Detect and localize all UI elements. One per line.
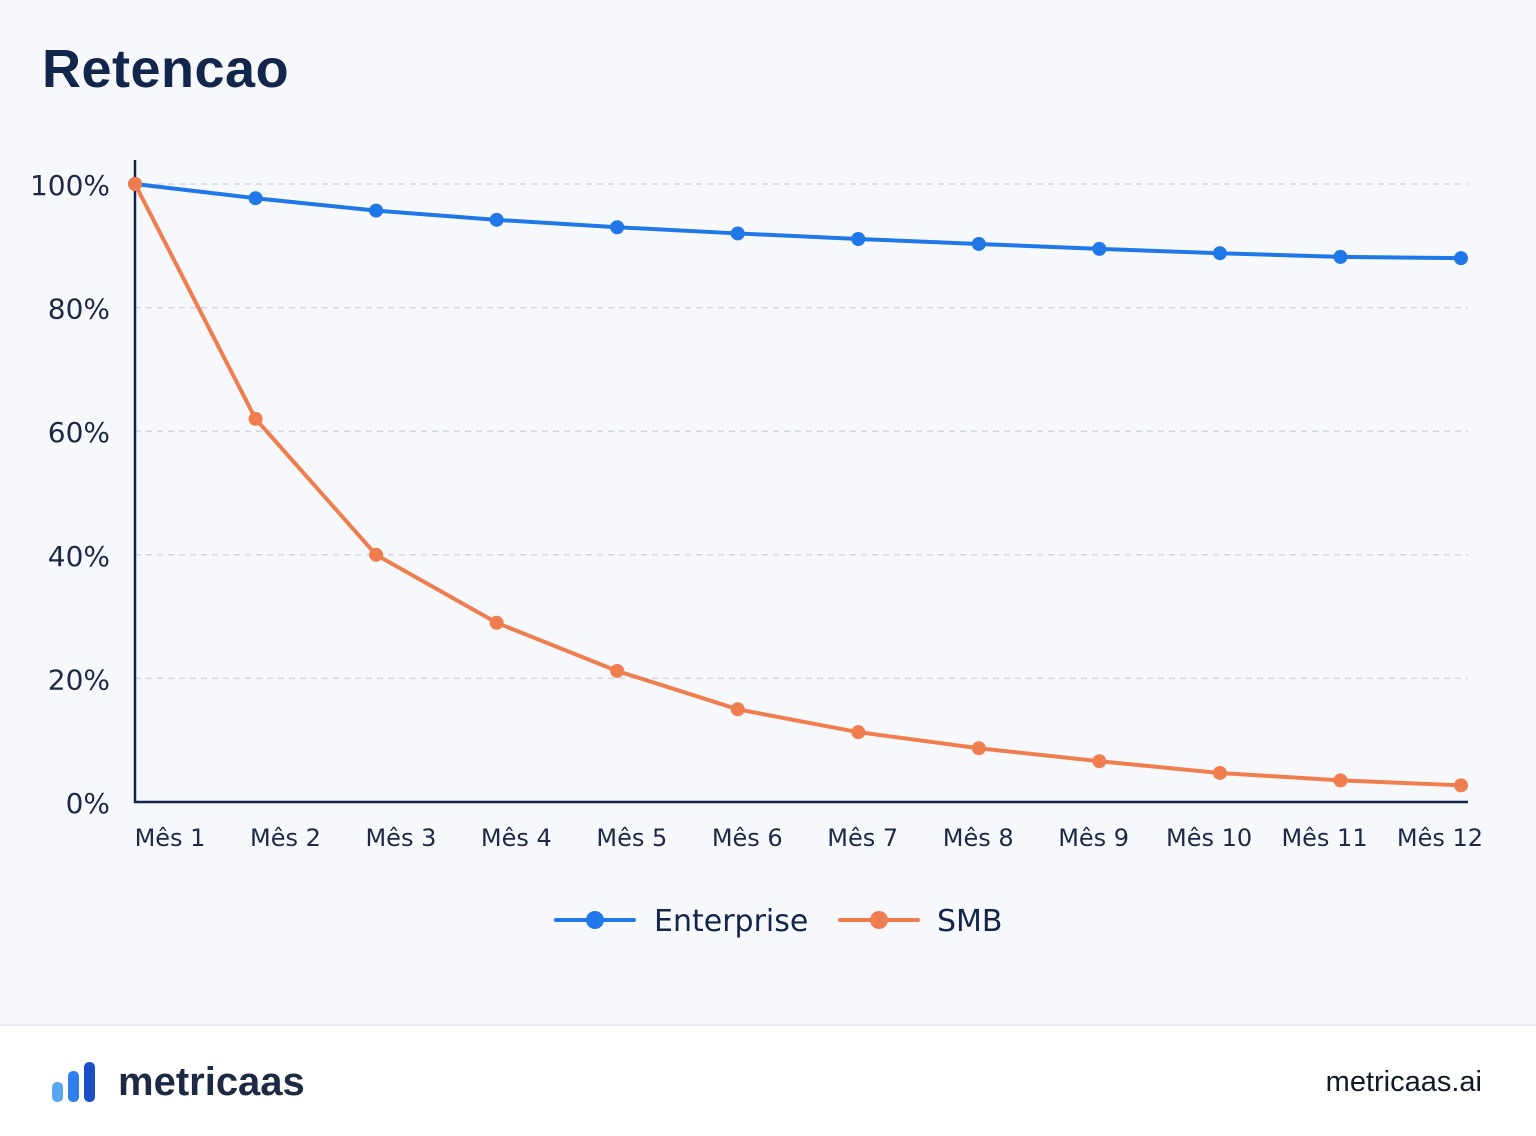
data-point[interactable] bbox=[730, 226, 745, 241]
x-tick-label: Mês 4 bbox=[481, 824, 552, 852]
data-point[interactable] bbox=[1092, 754, 1107, 769]
bar-chart-logo-icon bbox=[52, 1062, 100, 1102]
data-point[interactable] bbox=[730, 702, 745, 717]
y-tick-label: 80% bbox=[48, 293, 110, 326]
legend-dot-marker bbox=[870, 911, 888, 929]
legend-dot-marker bbox=[586, 911, 604, 929]
data-point[interactable] bbox=[851, 232, 866, 247]
data-series bbox=[128, 177, 1468, 793]
site-link[interactable]: metricaas.ai bbox=[1325, 1066, 1482, 1098]
y-tick-label: 100% bbox=[30, 169, 110, 202]
data-point[interactable] bbox=[489, 212, 504, 227]
data-point[interactable] bbox=[610, 220, 625, 235]
chart-title: Retencao bbox=[42, 39, 290, 99]
x-tick-label: Mês 2 bbox=[250, 824, 321, 852]
data-point[interactable] bbox=[851, 725, 866, 740]
y-tick-label: 0% bbox=[66, 787, 110, 820]
data-point[interactable] bbox=[1333, 249, 1348, 264]
x-tick-label: Mês 1 bbox=[135, 824, 206, 852]
data-point[interactable] bbox=[248, 411, 263, 426]
legend: Enterprise SMB bbox=[554, 904, 1003, 939]
legend-label: SMB bbox=[937, 904, 1003, 939]
x-tick-label: Mês 3 bbox=[365, 824, 436, 852]
x-tick-label: Mês 8 bbox=[943, 824, 1014, 852]
data-point[interactable] bbox=[1092, 241, 1107, 256]
data-point[interactable] bbox=[248, 191, 263, 206]
data-point[interactable] bbox=[369, 547, 384, 562]
x-tick-label: Mês 12 bbox=[1397, 824, 1483, 852]
data-point[interactable] bbox=[1333, 773, 1348, 788]
brand[interactable]: metricaas bbox=[52, 1060, 305, 1104]
footer: metricaas metricaas.ai bbox=[0, 1024, 1536, 1136]
y-tick-label: 60% bbox=[48, 416, 110, 449]
series-line bbox=[133, 182, 1463, 788]
data-point[interactable] bbox=[1212, 246, 1227, 261]
x-tick-label: Mês 7 bbox=[827, 824, 898, 852]
data-point[interactable] bbox=[489, 615, 504, 630]
series-line bbox=[133, 182, 1463, 261]
data-point[interactable] bbox=[971, 236, 986, 251]
x-tick-label: Mês 6 bbox=[712, 824, 783, 852]
x-tick-label: Mês 11 bbox=[1281, 824, 1367, 852]
series-enterprise bbox=[128, 177, 1468, 266]
data-point[interactable] bbox=[971, 741, 986, 756]
legend-item-smb[interactable]: SMB bbox=[838, 904, 1003, 939]
data-point[interactable] bbox=[1454, 251, 1468, 266]
y-tick-label: 20% bbox=[48, 663, 110, 696]
x-tick-label: Mês 5 bbox=[596, 824, 667, 852]
x-axis-tick-labels: Mês 1 Mês 2 Mês 3 Mês 4 Mês 5 Mês 6 Mês 7 Mês 8… bbox=[135, 824, 1484, 852]
data-point[interactable] bbox=[1454, 778, 1468, 793]
axes bbox=[133, 160, 1468, 804]
legend-item-enterprise[interactable]: Enterprise bbox=[554, 904, 808, 939]
x-tick-label: Mês 10 bbox=[1166, 824, 1252, 852]
grid-lines bbox=[135, 183, 1468, 680]
data-point[interactable] bbox=[1212, 765, 1227, 780]
data-point[interactable] bbox=[369, 203, 384, 218]
x-tick-label: Mês 9 bbox=[1058, 824, 1129, 852]
y-axis-tick-labels: 0% 20% 40% 60% 80% 100% bbox=[30, 169, 110, 820]
y-tick-label: 40% bbox=[48, 540, 110, 573]
series-smb bbox=[128, 177, 1468, 793]
data-point[interactable] bbox=[610, 663, 625, 678]
legend-label: Enterprise bbox=[654, 904, 808, 939]
data-point[interactable] bbox=[128, 177, 142, 191]
brand-name: metricaas bbox=[118, 1059, 305, 1104]
